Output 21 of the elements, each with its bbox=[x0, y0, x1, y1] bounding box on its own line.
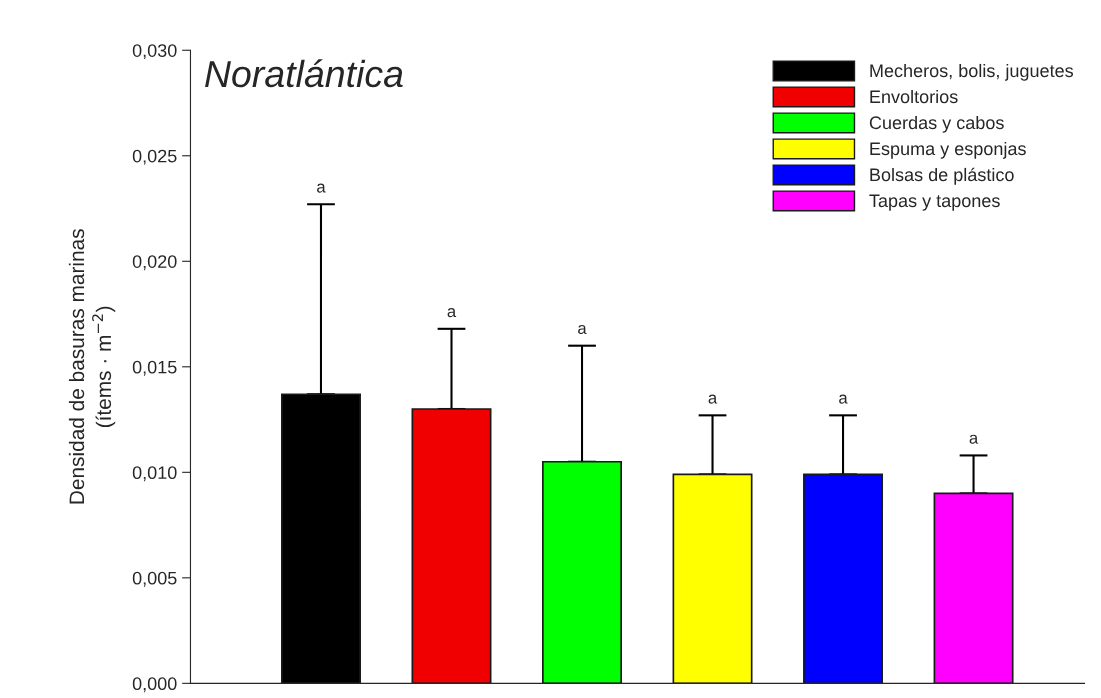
annotation: a bbox=[969, 434, 979, 444]
y-tick-label: 0,020 bbox=[132, 255, 177, 271]
y-tick-label: 0,000 bbox=[132, 677, 177, 693]
annotation: a bbox=[839, 394, 848, 404]
y-tick-label: 0,030 bbox=[132, 44, 177, 60]
annotation: a bbox=[708, 394, 718, 404]
legend-label: Cuerdas y cabos bbox=[869, 115, 1004, 133]
y-tick-label: 0,015 bbox=[132, 360, 177, 376]
legend-label: Mecheros, bolis, juguetes bbox=[870, 63, 1074, 81]
annotation: a bbox=[317, 183, 326, 193]
legend-label: Espuma y esponjas bbox=[870, 141, 1026, 159]
chart-title: Noratlántica bbox=[205, 59, 403, 88]
y-tick-label: 0,005 bbox=[132, 571, 177, 587]
legend-label: Bolsas de plástico bbox=[870, 167, 1014, 185]
annotation: a bbox=[447, 308, 457, 318]
annotation: a bbox=[578, 324, 587, 335]
y-tick-label: 0,010 bbox=[132, 466, 177, 482]
y-tick-label: 0,025 bbox=[132, 149, 177, 165]
legend-label: Tapas y tapones bbox=[869, 194, 1000, 211]
y-axis-title: Densidad de basuras marinas (ítems · m$^{−2}$) bbox=[68, 229, 116, 504]
legend-label: Envoltorios bbox=[870, 89, 958, 104]
